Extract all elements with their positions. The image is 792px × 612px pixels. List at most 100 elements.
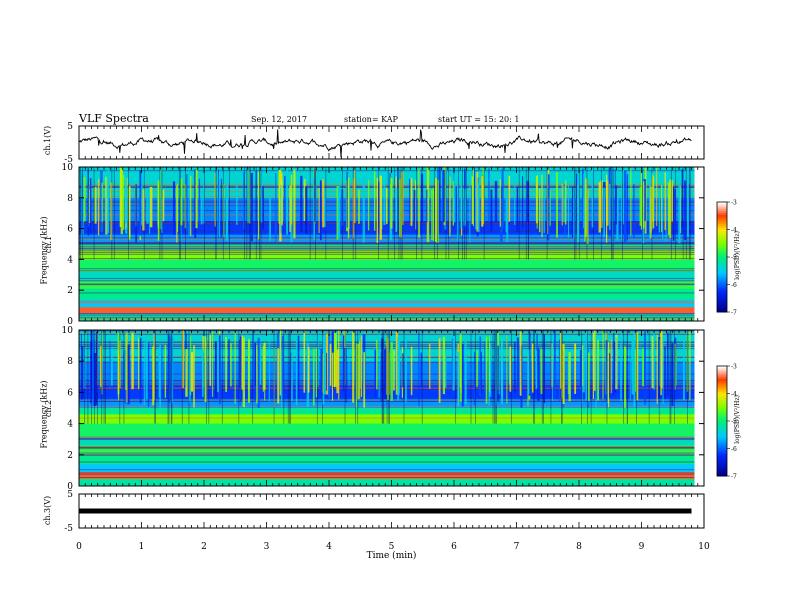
ch2-spectrogram-colorbar-cell bbox=[717, 468, 727, 471]
ch2-spectrogram-drop bbox=[344, 330, 346, 424]
ch1-spectrogram-burst bbox=[322, 179, 325, 228]
ch2-spectrogram-colorbar-cell bbox=[717, 378, 727, 382]
ch1-spectrogram-burst bbox=[248, 171, 251, 224]
ch1-spectrogram-drop bbox=[464, 167, 465, 260]
ch1-spectrogram-burst bbox=[198, 178, 201, 224]
ch1-spectrogram-burst bbox=[598, 181, 601, 233]
ch2-spectrogram-colorbar-cell bbox=[717, 389, 727, 393]
ch2-colorbar-label: log(PSD)(V²/Hz) bbox=[733, 395, 741, 444]
ch1-spectrogram-burst bbox=[106, 168, 110, 234]
ch2-spectrogram-burst bbox=[158, 347, 161, 398]
ch1-spectrogram-burst bbox=[681, 168, 684, 228]
ch2-spectrogram-line bbox=[79, 454, 704, 456]
ch1-spectrogram-burst bbox=[499, 179, 501, 227]
ch2-spectrogram-colorbar-cell bbox=[717, 382, 727, 385]
ch1-spectrogram-band bbox=[79, 271, 704, 281]
ch1-spectrogram-burst bbox=[633, 184, 635, 239]
ch1-spectrogram-colorbar-cell bbox=[717, 242, 727, 245]
ch1-spectrogram-burst bbox=[494, 181, 498, 223]
ch1-spectrogram-burst bbox=[290, 174, 293, 225]
ch2-spectrogram-burst bbox=[376, 339, 378, 390]
ch2-spectrogram-burst bbox=[644, 331, 646, 405]
ch2-spectrogram-burst bbox=[602, 330, 604, 400]
ch1-spectrogram-burst bbox=[501, 168, 504, 228]
ch1-spectrogram-burst bbox=[449, 186, 451, 237]
ch1-spectrogram-burst bbox=[623, 170, 627, 244]
ch2-spectrogram-burst bbox=[262, 346, 264, 392]
ch2-spectrogram-drop bbox=[273, 330, 275, 424]
ch2-spectrogram-burst bbox=[683, 337, 685, 401]
ch2-spectrogram-burst bbox=[95, 331, 98, 405]
ch2-spectrogram-colorbar-cell bbox=[717, 395, 727, 398]
ch2-spectrogram-burst bbox=[656, 334, 658, 404]
ch2-spectrogram-drop bbox=[290, 330, 291, 424]
ch2-spectrogram-burst bbox=[214, 341, 217, 398]
ch1-spectrogram-colorbar-cell bbox=[717, 266, 727, 269]
ch1-spectrogram-drop bbox=[246, 167, 248, 260]
ch2-spectrogram-drop bbox=[287, 330, 289, 424]
ch1-spectrogram-drop bbox=[445, 167, 447, 260]
ch2-spectrogram-line bbox=[79, 439, 704, 441]
ch1-spectrogram-burst bbox=[194, 169, 197, 239]
ch2-spectrogram-burst bbox=[193, 345, 195, 408]
ch1-spectrogram-burst bbox=[591, 167, 594, 228]
ch2-spectrogram-burst bbox=[671, 343, 674, 406]
ch2-spectrogram-burst bbox=[410, 346, 413, 396]
ch1-spectrogram-band bbox=[79, 288, 704, 300]
station-label: station= KAP bbox=[344, 115, 398, 124]
ch2-spectrogram-drop bbox=[386, 330, 388, 424]
ch2-spectrogram-drop bbox=[221, 330, 223, 424]
ch2-spectrogram-burst bbox=[343, 347, 346, 386]
ch1-spectrogram-drop bbox=[128, 167, 129, 260]
ch1-spectrogram-burst bbox=[541, 174, 543, 238]
ch2-spectrogram-colorbar-cell bbox=[717, 386, 727, 389]
ch1-spectrogram-ytick-label: 6 bbox=[67, 225, 73, 235]
ch1-spectrogram-burst bbox=[401, 171, 404, 225]
ch1-spectrogram-colorbar-cell bbox=[717, 222, 727, 225]
ch1-spectrogram-burst bbox=[379, 175, 382, 240]
ch1-spectrogram-burst bbox=[300, 175, 303, 233]
ch1-spectrogram-burst bbox=[667, 182, 670, 235]
ch1-spectrogram-burst bbox=[305, 186, 308, 234]
ch2-spectrogram-burst bbox=[181, 330, 184, 389]
ch2-spectrogram-colorbar-cell bbox=[717, 384, 727, 387]
ch2-spectrogram-burst bbox=[161, 344, 163, 390]
ch1-spectrogram-burst bbox=[488, 168, 490, 222]
ch2-spectrogram-burst bbox=[359, 340, 361, 399]
ch2-spectrogram-drop bbox=[587, 330, 588, 424]
ch1-spectrogram-burst bbox=[139, 170, 142, 236]
ch1-spectrogram-colorbar-cell bbox=[717, 229, 727, 232]
ch2-spectrogram-burst bbox=[582, 341, 585, 393]
ch1-spectrogram-burst bbox=[556, 172, 558, 238]
x-tick-label: 3 bbox=[264, 542, 270, 552]
ch1-spectrogram-burst bbox=[453, 171, 456, 223]
ch1-spectrogram-drop bbox=[215, 167, 217, 260]
ch1-spectrogram-burst bbox=[176, 185, 178, 243]
ch1-spectrogram-burst bbox=[573, 188, 576, 239]
ch1-spectrogram-colorbar-cell bbox=[717, 262, 727, 265]
ch2-spectrogram-colorbar-tick-label: -4 bbox=[731, 391, 737, 398]
ch2-spectrogram-drop bbox=[606, 330, 608, 424]
ch1-spectrogram-burst bbox=[476, 172, 479, 232]
ch1-spectrogram-line bbox=[79, 280, 704, 282]
ch2-spectrogram-band bbox=[79, 453, 704, 465]
ch1-spectrogram-burst bbox=[269, 187, 271, 242]
ch1-spectrogram-burst bbox=[481, 176, 484, 227]
ch1-spectrogram-burst bbox=[661, 185, 663, 233]
ch2-spectrogram-line bbox=[79, 461, 704, 463]
ch2-spectrogram-drop bbox=[561, 330, 563, 424]
ch1-spectrogram-line bbox=[79, 302, 704, 304]
ch2-spectrogram-drop bbox=[170, 330, 172, 424]
ch1-spectrogram-burst bbox=[621, 179, 623, 240]
ch1-spectrogram-colorbar-cell bbox=[717, 290, 727, 293]
ch2-spectrogram-burst bbox=[281, 335, 284, 400]
ch1-spectrogram-burst bbox=[146, 188, 149, 224]
ch2-spectrogram-drop bbox=[541, 330, 543, 424]
ch1-waveform-ylabel: ch.1(V) bbox=[43, 125, 53, 156]
ch1-spectrogram-line bbox=[79, 283, 704, 285]
ch1-spectrogram-burst bbox=[142, 189, 145, 231]
ch1-spectrogram-burst bbox=[565, 180, 567, 225]
ch2-spectrogram-band bbox=[79, 436, 704, 446]
ch1-spectrogram-burst bbox=[418, 169, 420, 238]
ch1-spectrogram-colorbar-cell bbox=[717, 280, 727, 284]
